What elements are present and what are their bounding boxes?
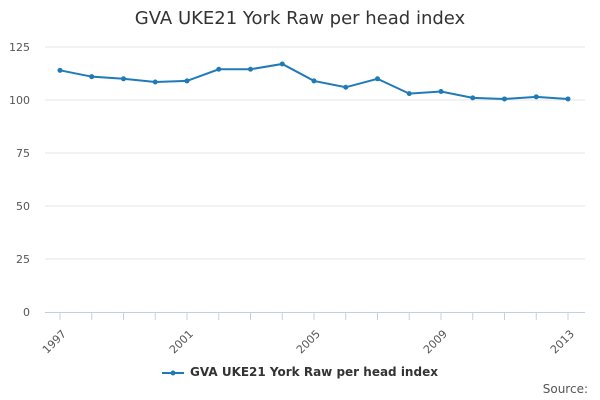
data-point: [565, 96, 571, 102]
y-tick-label: 50: [16, 200, 30, 213]
legend-label: GVA UKE21 York Raw per head index: [190, 365, 438, 379]
data-point: [406, 91, 412, 97]
data-point: [89, 74, 95, 80]
axes: [45, 312, 585, 320]
data-point: [343, 84, 349, 90]
data-point: [184, 78, 190, 84]
data-point: [502, 96, 507, 102]
x-tick-label: 2001: [167, 327, 196, 356]
x-tick-label: 2009: [421, 327, 450, 356]
data-point: [279, 61, 285, 67]
x-tick-labels: 1997 2001 2005 2009 2013: [40, 327, 577, 356]
data-point: [121, 76, 126, 82]
y-tick-labels: 0 25 50 75 100 125: [9, 41, 30, 319]
grid-lines: [45, 46, 585, 260]
data-point: [248, 66, 253, 72]
data-point: [152, 79, 158, 85]
legend-swatch-icon: [162, 370, 185, 375]
data-point: [57, 67, 63, 73]
y-tick-label: 75: [16, 147, 30, 160]
source-label: Source:: [542, 382, 588, 396]
chart-title: GVA UKE21 York Raw per head index: [134, 8, 466, 29]
data-points: [57, 61, 571, 102]
x-tick-label: 1997: [40, 327, 69, 356]
y-tick-label: 0: [23, 306, 30, 319]
data-point: [533, 94, 539, 100]
data-point: [216, 66, 222, 72]
data-point: [438, 89, 444, 95]
data-point: [311, 78, 317, 84]
data-point: [470, 95, 476, 101]
data-point: [375, 76, 380, 82]
y-tick-label: 25: [16, 253, 30, 266]
legend[interactable]: GVA UKE21 York Raw per head index: [0, 365, 600, 379]
y-tick-label: 100: [9, 94, 30, 107]
x-tick-label: 2013: [548, 327, 577, 356]
y-tick-label: 125: [9, 41, 30, 54]
x-tick-label: 2005: [294, 327, 323, 356]
